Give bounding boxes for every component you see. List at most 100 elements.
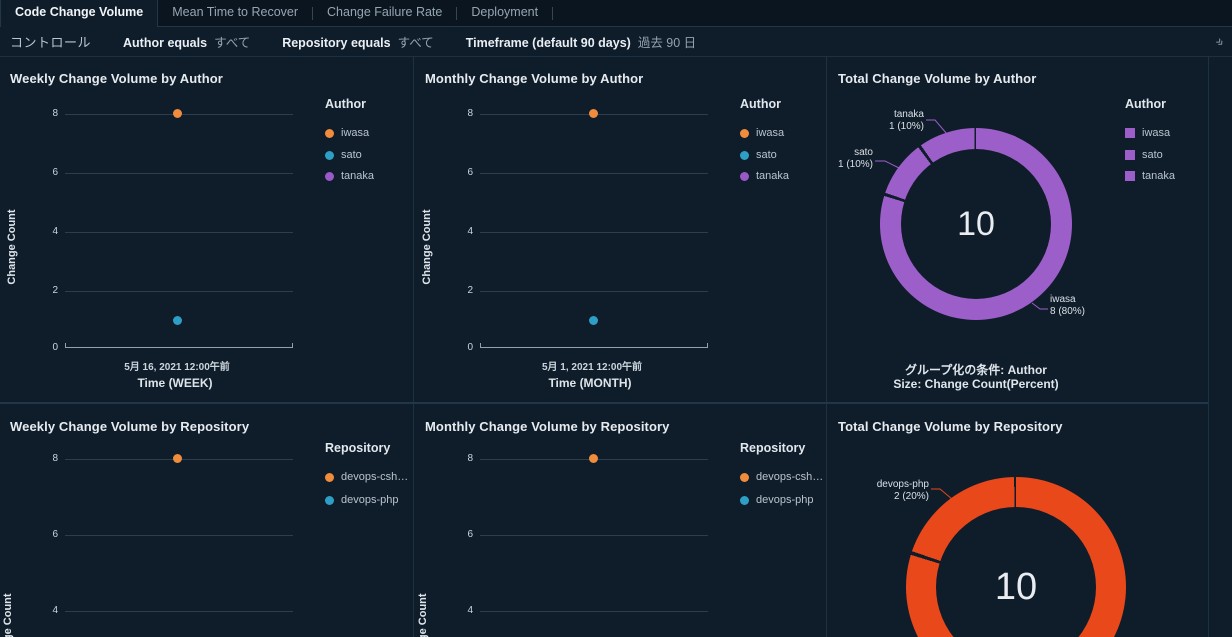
gridline bbox=[480, 173, 708, 174]
x-axis-line bbox=[65, 343, 293, 348]
filter-repository-value: すべて bbox=[397, 36, 434, 50]
legend-marker-icon bbox=[740, 171, 749, 181]
tab-separator bbox=[456, 6, 458, 20]
legend-title: Author bbox=[1125, 97, 1166, 111]
legend-item-iwasa[interactable]: iwasa bbox=[1125, 127, 1170, 139]
legend-title: Author bbox=[740, 97, 781, 111]
legend-item-devops-php[interactable]: devops-php bbox=[740, 494, 814, 506]
y-tick: 6 bbox=[467, 529, 473, 540]
chart-monthly-change-volume-by-author: Monthly Change Volume by Author Change C… bbox=[415, 57, 826, 402]
filter-timeframe[interactable]: Timeframe (default 90 days) 過去 90 日 bbox=[466, 32, 696, 51]
legend-item-label: iwasa bbox=[756, 127, 785, 139]
callout-name: iwasa bbox=[1050, 294, 1076, 305]
legend-item-label: tanaka bbox=[341, 170, 375, 182]
callout-name: devops-php bbox=[876, 479, 929, 490]
x-tick: 5月 1, 2021 12:00午前 bbox=[541, 362, 643, 373]
column-divider bbox=[826, 57, 827, 637]
legend-item-label: tanaka bbox=[1142, 170, 1176, 182]
filter-author-value: すべて bbox=[214, 36, 251, 50]
data-point-sato[interactable] bbox=[173, 316, 182, 325]
gridline bbox=[480, 232, 708, 233]
legend-item-sato[interactable]: sato bbox=[1125, 149, 1163, 161]
gridline bbox=[65, 173, 293, 174]
chart-title: Total Change Volume by Repository bbox=[838, 419, 1063, 434]
legend-title: Author bbox=[325, 97, 366, 111]
legend-marker-icon bbox=[325, 171, 334, 181]
legend-item-tanaka[interactable]: tanaka bbox=[740, 170, 789, 182]
legend-item-sato[interactable]: sato bbox=[325, 149, 362, 161]
y-tick: 8 bbox=[52, 108, 58, 119]
data-point-iwasa[interactable] bbox=[589, 109, 598, 118]
column-divider bbox=[1208, 57, 1209, 637]
y-tick: 6 bbox=[467, 167, 473, 178]
legend-item-iwasa[interactable]: iwasa bbox=[325, 127, 369, 139]
legend-item-label: devops-csh… bbox=[756, 471, 824, 483]
callout-value: 1 (10%) bbox=[888, 120, 924, 132]
controls-bar: コントロール Author equals すべて Repository equal… bbox=[0, 27, 1232, 57]
filter-author-label: Author equals bbox=[123, 36, 208, 50]
tab-mean-time-to-recover[interactable]: Mean Time to Recover bbox=[172, 5, 299, 19]
callout-sato: sato 1 (10%) bbox=[838, 147, 873, 170]
y-axis-title: Change Count bbox=[417, 593, 429, 637]
callout-devops-php: devops-php 2 (20%) bbox=[877, 479, 929, 502]
chart-total-change-volume-by-author: Total Change Volume by Author 10 tanaka 1… bbox=[828, 57, 1208, 402]
chart-title: Weekly Change Volume by Repository bbox=[10, 419, 250, 434]
dashboard-sheet: Weekly Change Volume by Author Change Co… bbox=[0, 57, 1232, 637]
legend-marker-icon bbox=[740, 472, 749, 482]
legend-marker-icon bbox=[1125, 150, 1135, 160]
filter-repository-label: Repository equals bbox=[282, 36, 391, 50]
legend-item-devops-csharp[interactable]: devops-csh… bbox=[740, 471, 823, 483]
legend-item-iwasa[interactable]: iwasa bbox=[740, 127, 784, 139]
legend-marker-icon bbox=[1125, 171, 1135, 181]
legend-item-sato[interactable]: sato bbox=[740, 149, 777, 161]
y-tick: 6 bbox=[52, 167, 58, 178]
legend-item-tanaka[interactable]: tanaka bbox=[1125, 170, 1175, 182]
y-tick: 8 bbox=[467, 453, 473, 464]
x-axis-title: Time (MONTH) bbox=[548, 376, 632, 390]
filter-author[interactable]: Author equals すべて bbox=[123, 32, 250, 51]
legend-marker-icon bbox=[740, 150, 749, 160]
chart-title: Monthly Change Volume by Author bbox=[425, 71, 644, 86]
legend-item-devops-csharp[interactable]: devops-csh… bbox=[325, 471, 408, 483]
data-point-devops-csharp[interactable] bbox=[173, 454, 182, 463]
data-point-iwasa[interactable] bbox=[173, 109, 182, 118]
tab-change-failure-rate[interactable]: Change Failure Rate bbox=[327, 5, 443, 19]
y-axis-title: Change Count bbox=[421, 209, 433, 285]
tab-code-change-volume[interactable]: Code Change Volume bbox=[0, 0, 159, 27]
y-tick: 8 bbox=[467, 108, 473, 119]
y-tick: 2 bbox=[467, 285, 473, 296]
tab-bar: Code Change Volume Mean Time to Recover … bbox=[0, 0, 1232, 27]
donut-center-value: 10 bbox=[994, 566, 1038, 608]
tab-deployment[interactable]: Deployment bbox=[471, 5, 539, 19]
row-divider bbox=[0, 402, 1208, 404]
callout-name: tanaka bbox=[893, 109, 924, 120]
filter-repository[interactable]: Repository equals すべて bbox=[282, 32, 434, 51]
data-point-devops-csharp[interactable] bbox=[589, 454, 598, 463]
legend-title: Repository bbox=[740, 441, 806, 455]
legend-item-devops-php[interactable]: devops-php bbox=[325, 494, 399, 506]
x-axis-title: Time (WEEK) bbox=[137, 376, 213, 390]
y-tick: 4 bbox=[467, 226, 473, 237]
y-axis-title: Change Count bbox=[2, 593, 14, 637]
collapse-controls-icon[interactable]: » bbox=[1212, 33, 1229, 50]
y-tick: 0 bbox=[467, 342, 473, 353]
legend-marker-icon bbox=[1125, 128, 1135, 138]
gridline bbox=[480, 611, 708, 612]
data-point-sato[interactable] bbox=[589, 316, 598, 325]
tab-separator bbox=[552, 6, 554, 20]
legend-marker-icon bbox=[740, 128, 749, 138]
legend-item-label: tanaka bbox=[756, 170, 790, 182]
donut-caption-size: Size: Change Count(Percent) bbox=[893, 377, 1059, 391]
chart-title: Monthly Change Volume by Repository bbox=[425, 419, 670, 434]
gridline bbox=[480, 535, 708, 536]
x-axis-line bbox=[480, 343, 708, 348]
callout-iwasa: iwasa 8 (80%) bbox=[1050, 294, 1085, 317]
callout-value: 1 (10%) bbox=[837, 158, 873, 170]
chart-monthly-change-volume-by-repository: Monthly Change Volume by Repository Chan… bbox=[415, 405, 826, 637]
gridline bbox=[480, 291, 708, 292]
donut-caption-groupby: グループ化の条件: Author bbox=[905, 363, 1047, 377]
chart-title: Total Change Volume by Author bbox=[838, 71, 1037, 86]
legend-item-tanaka[interactable]: tanaka bbox=[325, 170, 374, 182]
y-tick: 4 bbox=[467, 605, 473, 616]
legend-item-label: devops-php bbox=[756, 494, 814, 506]
